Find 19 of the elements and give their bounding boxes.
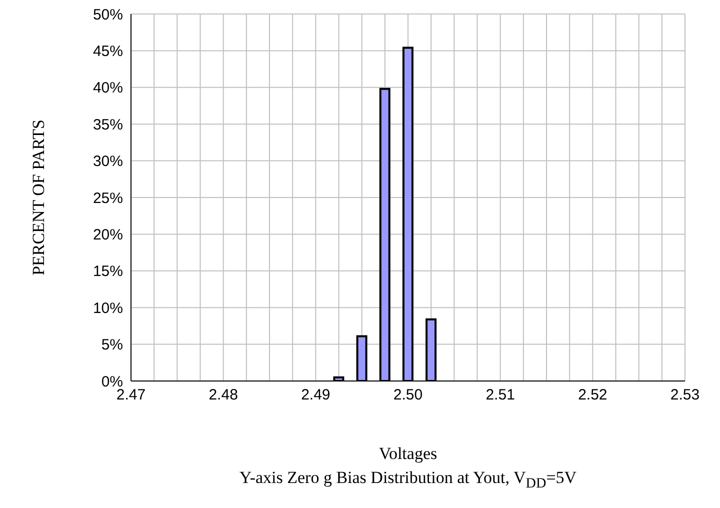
y-tick-label: 20% xyxy=(92,226,123,244)
x-tick-label: 2.49 xyxy=(301,386,330,404)
x-tick-label: 2.53 xyxy=(670,386,700,404)
x-tick-label: 2.52 xyxy=(578,386,608,404)
x-tick-label: 2.50 xyxy=(393,386,423,404)
y-tick-label: 5% xyxy=(101,336,123,354)
x-tick-label: 2.48 xyxy=(208,386,238,404)
y-tick-label: 50% xyxy=(92,6,123,24)
y-tick-label: 40% xyxy=(92,80,123,97)
y-tick-label: 25% xyxy=(92,190,123,207)
y-tick-label: 15% xyxy=(92,263,123,280)
x-tick-label: 2.51 xyxy=(486,386,515,404)
y-tick-label: 45% xyxy=(92,43,123,60)
y-tick-label: 35% xyxy=(92,116,123,134)
x-axis-title: Voltages xyxy=(378,444,438,464)
y-axis-title: PERCENT OF PARTS xyxy=(29,120,48,276)
y-tick-label: 10% xyxy=(92,300,123,317)
text: Y-axis Zero g Bias Distribution at Yout, V$_{DD}$=5V xyxy=(238,468,578,492)
y-tick-label: 30% xyxy=(92,153,123,170)
